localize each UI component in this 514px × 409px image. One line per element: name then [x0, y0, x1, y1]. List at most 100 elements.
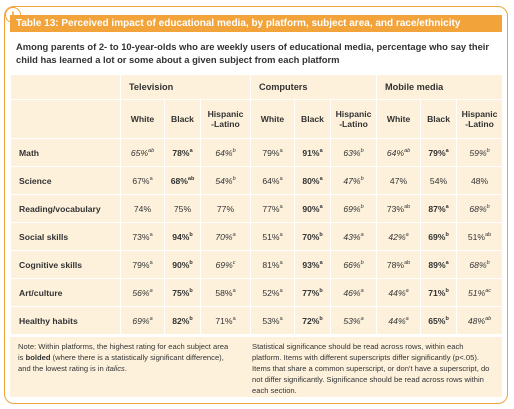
cell-value: 90% — [172, 259, 190, 270]
data-row: Social skills 73%a 94%b 70%a 51%a 70%b 43%a 42%… — [10, 222, 504, 251]
cell: 72%b — [294, 306, 331, 335]
cell-value: 47% — [389, 175, 408, 186]
cell-value: 48% — [467, 315, 486, 326]
superscript: a — [360, 315, 364, 322]
cell-value: 44% — [388, 315, 406, 326]
cell: 42%a — [376, 222, 422, 251]
cell: 71%b — [420, 278, 458, 307]
cell: 48% — [456, 166, 504, 195]
superscript: a — [149, 175, 153, 182]
cell-value: 51% — [262, 231, 280, 242]
note-text: italics — [105, 364, 125, 373]
cell: 79%a — [420, 138, 458, 167]
superscript: ab — [485, 315, 492, 322]
cell-value: 71% — [428, 287, 446, 298]
cell-value: 89% — [428, 259, 446, 270]
row-label: Social skills — [10, 222, 121, 251]
cell: 56%a — [120, 278, 165, 307]
cell-value: 51% — [468, 287, 486, 298]
cell-value: 58% — [215, 287, 233, 298]
superscript: a — [279, 259, 283, 266]
cell: 54%b — [200, 166, 251, 195]
cell: 54% — [420, 166, 458, 195]
cell: 58%a — [200, 278, 251, 307]
superscript: a — [189, 147, 193, 154]
cell-value: 68% — [170, 175, 188, 186]
cell: 78%ab — [376, 250, 422, 279]
cell-value: 71% — [215, 315, 233, 326]
note-text: . — [124, 364, 127, 373]
superscript: a — [319, 259, 323, 266]
cell-value: 56% — [132, 287, 150, 298]
cell-value: 70% — [215, 231, 233, 242]
superscript: b — [486, 259, 490, 266]
cell: 65%b — [420, 306, 458, 335]
superscript: a — [232, 231, 236, 238]
data-row: Reading/vocabulary 74% 75% 77% 77%a 90%a 69%b 7… — [10, 194, 504, 223]
cell-value: 52% — [262, 287, 280, 298]
row-label: Healthy habits — [10, 306, 121, 335]
cell: 90%b — [164, 250, 201, 279]
superscript: b — [189, 259, 193, 266]
group-row: White Black Hispanic -Latino White Black Hisp… — [10, 99, 504, 139]
cell-value: 70% — [302, 231, 320, 242]
superscript: a — [319, 203, 323, 210]
cell: 90%a — [294, 194, 331, 223]
cell-value: 47% — [343, 175, 361, 186]
superscript: a — [149, 287, 153, 294]
cell-value: 74% — [133, 203, 152, 214]
cell-value: 90% — [302, 203, 320, 214]
cell: 47% — [376, 166, 422, 195]
superscript: b — [486, 203, 490, 210]
cell-value: 81% — [262, 259, 280, 270]
cell: 79%a — [120, 250, 165, 279]
cell: 82%b — [164, 306, 201, 335]
cell: 44%a — [376, 278, 422, 307]
cell: 73%a — [120, 222, 165, 251]
platform-header: Mobile media — [376, 74, 504, 100]
superscript: a — [319, 175, 323, 182]
note-left: Note: Within platforms, the highest rati… — [18, 341, 233, 374]
cell: 70%b — [294, 222, 331, 251]
superscript: b — [486, 147, 490, 154]
superscript: ab — [404, 259, 411, 266]
cell-value: 79% — [262, 147, 280, 158]
cell-value: 53% — [262, 315, 280, 326]
data-row: Healthy habits 69%a 82%b 71%a 53%a 72%b 53%a 44… — [10, 306, 504, 335]
superscript: a — [445, 203, 449, 210]
cell-value: 42% — [388, 231, 406, 242]
superscript: b — [360, 259, 364, 266]
cell: 69%c — [200, 250, 251, 279]
cell: 47%b — [329, 166, 378, 195]
cell-value: 87% — [428, 203, 446, 214]
superscript: a — [232, 287, 236, 294]
cell: 64%ab — [376, 138, 422, 167]
superscript: a — [360, 231, 364, 238]
group-header: Hispanic -Latino — [329, 99, 378, 139]
group-header: Hispanic -Latino — [200, 99, 251, 139]
platform-header: Computers — [249, 74, 378, 100]
superscript: c — [232, 259, 236, 266]
cell-value: 79% — [428, 147, 446, 158]
cell: 68%ab — [164, 166, 201, 195]
cell: 81%a — [250, 250, 295, 279]
cell: 70%a — [200, 222, 251, 251]
cell: 44%a — [376, 306, 422, 335]
note-text: (where there is a statistically signific… — [18, 353, 224, 373]
cell-value: 69% — [132, 315, 150, 326]
cell-value: 59% — [469, 147, 487, 158]
corner-cell — [10, 74, 121, 100]
table-subtitle: Among parents of 2- to 10-year-olds who … — [16, 41, 490, 65]
superscript: b — [445, 231, 449, 238]
cell: 77% — [200, 194, 251, 223]
cell-value: 67% — [132, 175, 150, 186]
superscript: a — [149, 259, 153, 266]
corner-cell — [10, 99, 121, 139]
superscript: ac — [485, 287, 492, 294]
data-table: Television Computers Mobile media White Blac… — [10, 74, 504, 335]
superscript: a — [405, 315, 409, 322]
cell-value: 77% — [216, 203, 235, 214]
superscript: ab — [485, 231, 492, 238]
group-header: White — [120, 99, 165, 139]
